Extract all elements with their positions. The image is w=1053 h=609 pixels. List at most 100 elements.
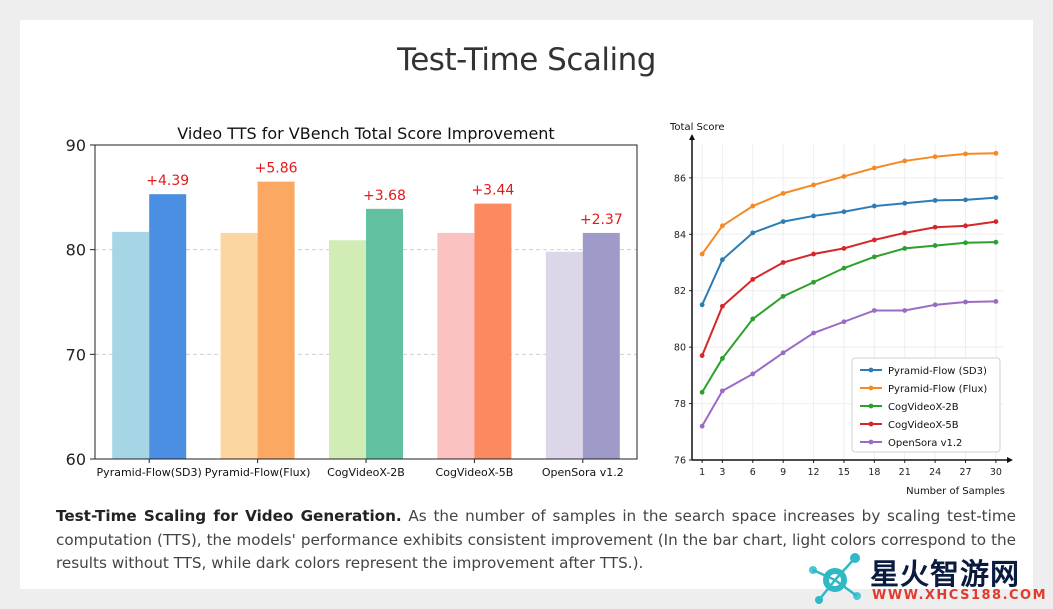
bar-y-tick-label: 80 <box>66 241 86 260</box>
line-point <box>841 245 847 251</box>
line-y-tick-label: 78 <box>674 399 686 410</box>
content-card <box>20 20 1033 589</box>
line-point <box>699 353 705 359</box>
line-point <box>871 165 877 171</box>
watermark: 星火智游网 WWW.XHCS188.COM <box>805 548 1053 609</box>
figure-caption: Test-Time Scaling for Video Generation. … <box>56 505 1016 576</box>
legend-marker <box>868 439 874 445</box>
line-point <box>750 277 756 282</box>
line-x-axis-arrow <box>1007 457 1013 463</box>
line-series <box>701 196 996 306</box>
line-point <box>963 240 968 246</box>
line-point <box>750 230 756 236</box>
legend-label: Pyramid-Flow (SD3) <box>888 366 987 377</box>
bar-plot-frame <box>94 144 638 460</box>
line-point <box>719 388 725 394</box>
line-point <box>780 350 786 356</box>
line-point <box>993 299 999 304</box>
line-point <box>871 237 877 243</box>
line-point <box>699 423 705 429</box>
line-point <box>932 302 938 308</box>
watermark-logo-icon <box>809 553 861 604</box>
line-point <box>811 182 816 188</box>
bar-chart-title: Video TTS for VBench Total Score Improve… <box>177 124 554 143</box>
line-point <box>963 197 968 203</box>
line-x-tick-label: 3 <box>719 467 725 478</box>
line-x-tick-label: 1 <box>699 467 705 478</box>
line-x-tick-label: 18 <box>868 467 880 478</box>
line-point <box>932 243 938 248</box>
line-point <box>719 223 725 229</box>
bar-category-label: Pyramid-Flow(Flux) <box>205 466 311 479</box>
line-y-tick-label: 80 <box>674 343 686 354</box>
line-point <box>932 224 938 230</box>
watermark-text: 星火智游网 <box>870 557 1021 591</box>
bar-improvement-label: +4.39 <box>146 173 189 189</box>
line-point <box>902 230 908 236</box>
line-y-tick-label: 86 <box>674 173 686 184</box>
line-x-axis-label: Number of Samples <box>906 486 1005 497</box>
watermark-url: WWW.XHCS188.COM <box>872 588 1048 603</box>
bar-after-tts <box>474 203 512 459</box>
bar-improvement-label: +3.44 <box>471 183 514 199</box>
line-point <box>699 389 705 395</box>
line-x-tick-label: 12 <box>808 467 820 478</box>
bar-before-tts <box>437 232 475 459</box>
legend-marker <box>868 421 874 427</box>
line-point <box>841 319 847 325</box>
line-point <box>811 279 816 285</box>
line-point <box>993 239 999 245</box>
line-point <box>780 190 786 196</box>
line-point <box>811 330 816 336</box>
line-x-tick-label: 27 <box>959 467 971 478</box>
line-legend-box <box>851 357 1001 453</box>
legend-marker <box>868 367 874 373</box>
line-point <box>780 260 786 265</box>
legend-marker <box>868 403 874 409</box>
line-point <box>963 299 968 305</box>
caption-text: As the number of samples in the search s… <box>56 507 1016 572</box>
bar-after-tts <box>257 181 295 459</box>
line-x-tick-label: 24 <box>929 467 941 478</box>
line-point <box>750 371 756 377</box>
bar-category-label: Pyramid-Flow(SD3) <box>97 466 202 479</box>
bar-chart: Video TTS for VBench Total Score Improve… <box>66 124 638 479</box>
legend-label: CogVideoX-5B <box>888 420 959 431</box>
bar-after-tts <box>149 194 187 459</box>
legend-label: CogVideoX-2B <box>888 402 959 413</box>
line-point <box>902 245 908 251</box>
line-point <box>699 302 705 308</box>
line-point <box>963 223 968 229</box>
line-chart: 76 78 80 82 84 86 1 3 6 9 12 15 18 21 24 27 30 Total Scor… <box>669 122 1013 497</box>
bar-after-tts <box>582 232 620 459</box>
line-point <box>902 308 908 313</box>
line-point <box>841 209 847 215</box>
line-y-tick-label: 84 <box>674 230 686 241</box>
bar-improvement-label: +3.68 <box>363 188 406 204</box>
line-point <box>902 200 908 206</box>
line-point <box>750 203 756 209</box>
line-point <box>780 219 786 224</box>
bar-before-tts <box>220 232 258 459</box>
bar-category-label: OpenSora v1.2 <box>542 466 624 479</box>
legend-label: OpenSora v1.2 <box>888 438 962 449</box>
line-x-tick-label: 6 <box>750 467 756 478</box>
line-point <box>699 251 705 257</box>
bar-before-tts <box>112 231 150 459</box>
line-point <box>871 203 877 209</box>
bar-y-tick-label: 90 <box>66 136 86 155</box>
line-x-tick-label: 21 <box>899 467 911 478</box>
line-point <box>780 293 786 299</box>
line-y-axis-arrow <box>689 134 695 140</box>
line-point <box>993 195 999 201</box>
bar-y-tick-label: 60 <box>66 450 86 469</box>
line-point <box>750 316 756 322</box>
bar-category-label: CogVideoX-5B <box>436 466 514 479</box>
line-point <box>993 219 999 224</box>
line-point <box>871 308 877 313</box>
line-y-axis-label: Total Score <box>669 122 725 133</box>
line-series <box>701 220 997 356</box>
line-point <box>719 257 725 263</box>
line-point <box>811 251 816 257</box>
line-x-tick-label: 15 <box>838 467 850 478</box>
